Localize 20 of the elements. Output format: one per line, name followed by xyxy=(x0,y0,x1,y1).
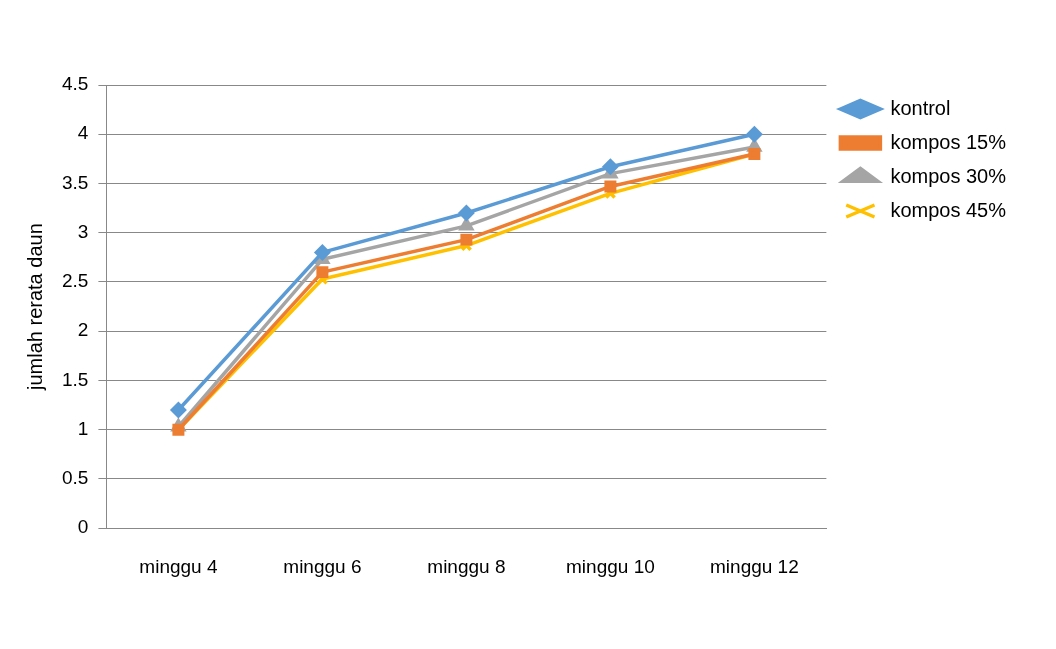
y-tick-label: 3.5 xyxy=(61,171,89,193)
y-tick-label: 1 xyxy=(77,417,89,439)
y-axis-title: jumlah rerata daun xyxy=(23,223,46,391)
y-tick-label: 4.5 xyxy=(61,73,89,95)
legend-label: kompos 30% xyxy=(890,164,1007,187)
y-tick-label: 3 xyxy=(77,220,89,242)
y-tick-label: 4 xyxy=(77,122,89,144)
y-tick-label: 2.5 xyxy=(61,270,89,292)
y-tick-label: 0.5 xyxy=(61,467,89,489)
x-tick-label: minggu 6 xyxy=(283,555,362,577)
x-tick-label: minggu 12 xyxy=(710,555,799,577)
x-tick-label: minggu 10 xyxy=(566,555,655,577)
legend-label: kontrol xyxy=(890,96,951,119)
x-tick-label: minggu 4 xyxy=(139,555,218,577)
y-tick-label: 0 xyxy=(77,516,89,538)
y-tick-label: 2 xyxy=(77,319,89,341)
y-tick-label: 1.5 xyxy=(61,368,89,390)
legend-label: kompos 45% xyxy=(890,198,1007,221)
x-tick-label: minggu 8 xyxy=(427,555,506,577)
legend-label: kompos 15% xyxy=(890,130,1007,153)
